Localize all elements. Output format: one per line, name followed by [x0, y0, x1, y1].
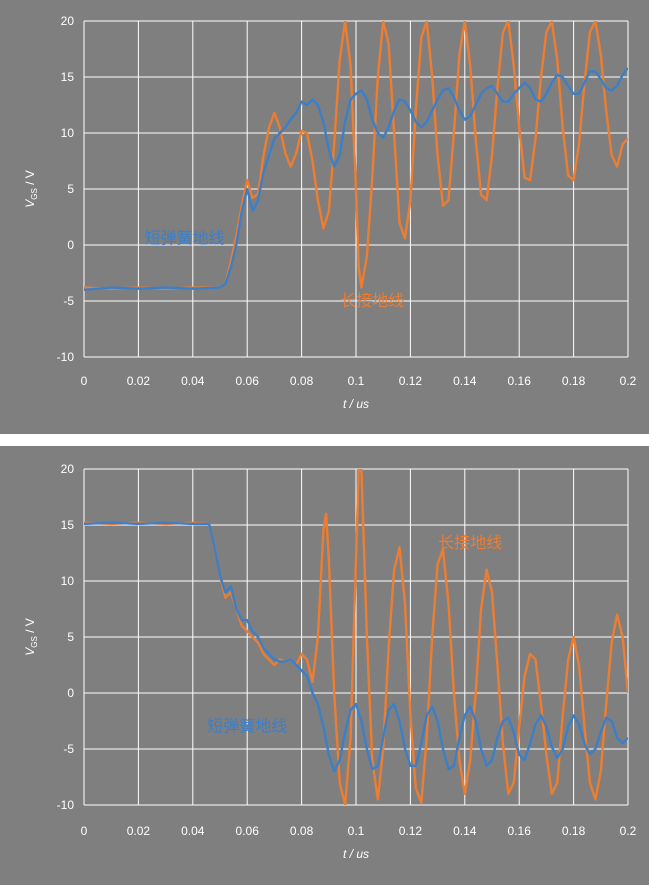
- x-axis-label: t / us: [343, 397, 369, 411]
- bottom-chart-panel: 0 0.02 0.04 0.06 0.08 0.1 0.12 0.14 0.16 0.18 0.2 -…: [0, 446, 649, 885]
- y-tick-label: 0: [67, 686, 74, 700]
- x-tick-label: 0.2: [620, 374, 637, 388]
- y-tick-label: 5: [67, 630, 74, 644]
- series-annotation-label: 长接地线: [340, 292, 404, 310]
- y-tick-label: 15: [61, 518, 75, 532]
- x-tick-label: 0.12: [399, 824, 423, 838]
- y-axis-label-subscript: GS: [30, 636, 39, 648]
- y-axis-label-subscript: GS: [30, 188, 39, 200]
- series-line-long: [84, 469, 628, 805]
- y-tick-label: 5: [67, 182, 74, 196]
- x-tick-label: 0.16: [508, 374, 532, 388]
- x-tick-label: 0.06: [236, 824, 260, 838]
- x-tick-label: 0.14: [453, 824, 477, 838]
- x-tick-label: 0.12: [399, 374, 423, 388]
- y-axis-label: VGS / V: [23, 170, 39, 208]
- y-tick-label: -5: [63, 742, 74, 756]
- y-tick-label: -10: [57, 798, 75, 812]
- x-tick-label: 0.04: [181, 824, 205, 838]
- x-tick-label: 0.1: [348, 824, 365, 838]
- x-tick-label: 0.08: [290, 374, 314, 388]
- top-chart-panel: 0 0.02 0.04 0.06 0.08 0.1 0.12 0.14 0.16 0.18 0.2 -…: [0, 0, 649, 434]
- x-tick-label: 0.06: [236, 374, 260, 388]
- x-tick-label: 0.16: [508, 824, 532, 838]
- y-tick-label: -5: [63, 294, 74, 308]
- y-tick-label: 20: [61, 462, 75, 476]
- x-tick-label: 0: [81, 824, 88, 838]
- series-line-long: [84, 21, 628, 290]
- y-axis-label: VGS / V: [23, 618, 39, 656]
- x-tick-label: 0.02: [127, 824, 151, 838]
- x-axis-label: t / us: [343, 847, 369, 861]
- y-axis-label-unit: / V: [23, 618, 37, 636]
- series-annotation-label: 短弹簧地线: [207, 717, 287, 736]
- y-axis-label-unit: / V: [23, 170, 37, 188]
- series-line-short: [84, 67, 628, 291]
- y-axis-label-main: V: [23, 199, 37, 208]
- y-tick-label: 15: [61, 70, 75, 84]
- bottom-vgs-chart: 0 0.02 0.04 0.06 0.08 0.1 0.12 0.14 0.16 0.18 0.2 -…: [23, 462, 637, 861]
- x-tick-label: 0.08: [290, 824, 314, 838]
- series-annotation-label: 长接地线: [438, 534, 502, 552]
- series-annotation-label: 短弹簧地线: [145, 228, 225, 247]
- y-tick-label: 0: [67, 238, 74, 252]
- x-tick-label: 0.2: [620, 824, 637, 838]
- series-line-short: [84, 521, 628, 773]
- y-axis-label-main: V: [23, 647, 37, 656]
- y-tick-label: 20: [61, 14, 75, 28]
- y-tick-label: 10: [61, 574, 75, 588]
- y-tick-label: 10: [61, 126, 75, 140]
- x-tick-label: 0.14: [453, 374, 477, 388]
- top-vgs-chart: 0 0.02 0.04 0.06 0.08 0.1 0.12 0.14 0.16 0.18 0.2 -…: [23, 14, 637, 411]
- x-tick-label: 0.18: [562, 824, 586, 838]
- x-tick-label: 0: [81, 374, 88, 388]
- x-tick-label: 0.02: [127, 374, 151, 388]
- y-tick-label: -10: [57, 350, 75, 364]
- x-tick-label: 0.18: [562, 374, 586, 388]
- x-tick-label: 0.04: [181, 374, 205, 388]
- x-tick-label: 0.1: [348, 374, 365, 388]
